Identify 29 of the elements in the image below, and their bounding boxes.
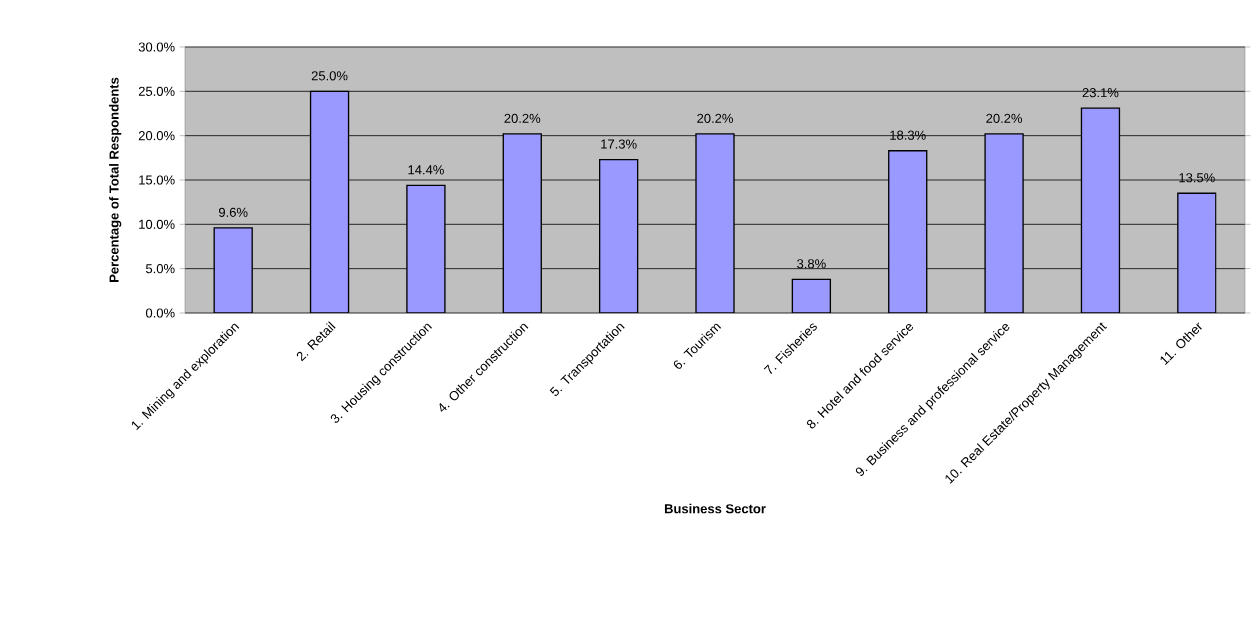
bar — [406, 184, 446, 313]
bar — [1080, 107, 1121, 313]
bar — [791, 278, 832, 313]
data-label: 9.6% — [218, 207, 248, 217]
data-label: 17.3% — [601, 139, 637, 149]
bar — [984, 133, 1024, 313]
data-label: 20.2% — [986, 113, 1023, 123]
x-axis-title: Business Sector — [664, 503, 766, 514]
bar — [695, 133, 735, 313]
data-label: 25.0% — [311, 71, 348, 81]
y-tick-label: 25.0% — [138, 86, 175, 96]
y-tick-label: 0.0% — [145, 308, 175, 318]
data-label: 20.2% — [697, 113, 733, 123]
data-label: 14.4% — [408, 165, 444, 175]
bar — [502, 133, 542, 313]
bar — [888, 150, 928, 313]
bar — [1177, 192, 1217, 313]
y-tick-label: 15.0% — [139, 175, 175, 185]
y-axis-title: Percentage of Total Respondents — [109, 77, 122, 282]
data-label: 13.5% — [1179, 173, 1215, 183]
data-label: 3.8% — [797, 259, 826, 269]
y-tick-label: 10.0% — [139, 219, 175, 229]
y-tick-label: 30.0% — [138, 42, 175, 52]
bar — [213, 227, 253, 313]
bar — [598, 158, 639, 313]
bar — [309, 90, 350, 313]
data-label: 20.2% — [504, 113, 541, 123]
y-tick-label: 20.0% — [138, 131, 175, 141]
y-tick-label: 5.0% — [145, 264, 175, 274]
